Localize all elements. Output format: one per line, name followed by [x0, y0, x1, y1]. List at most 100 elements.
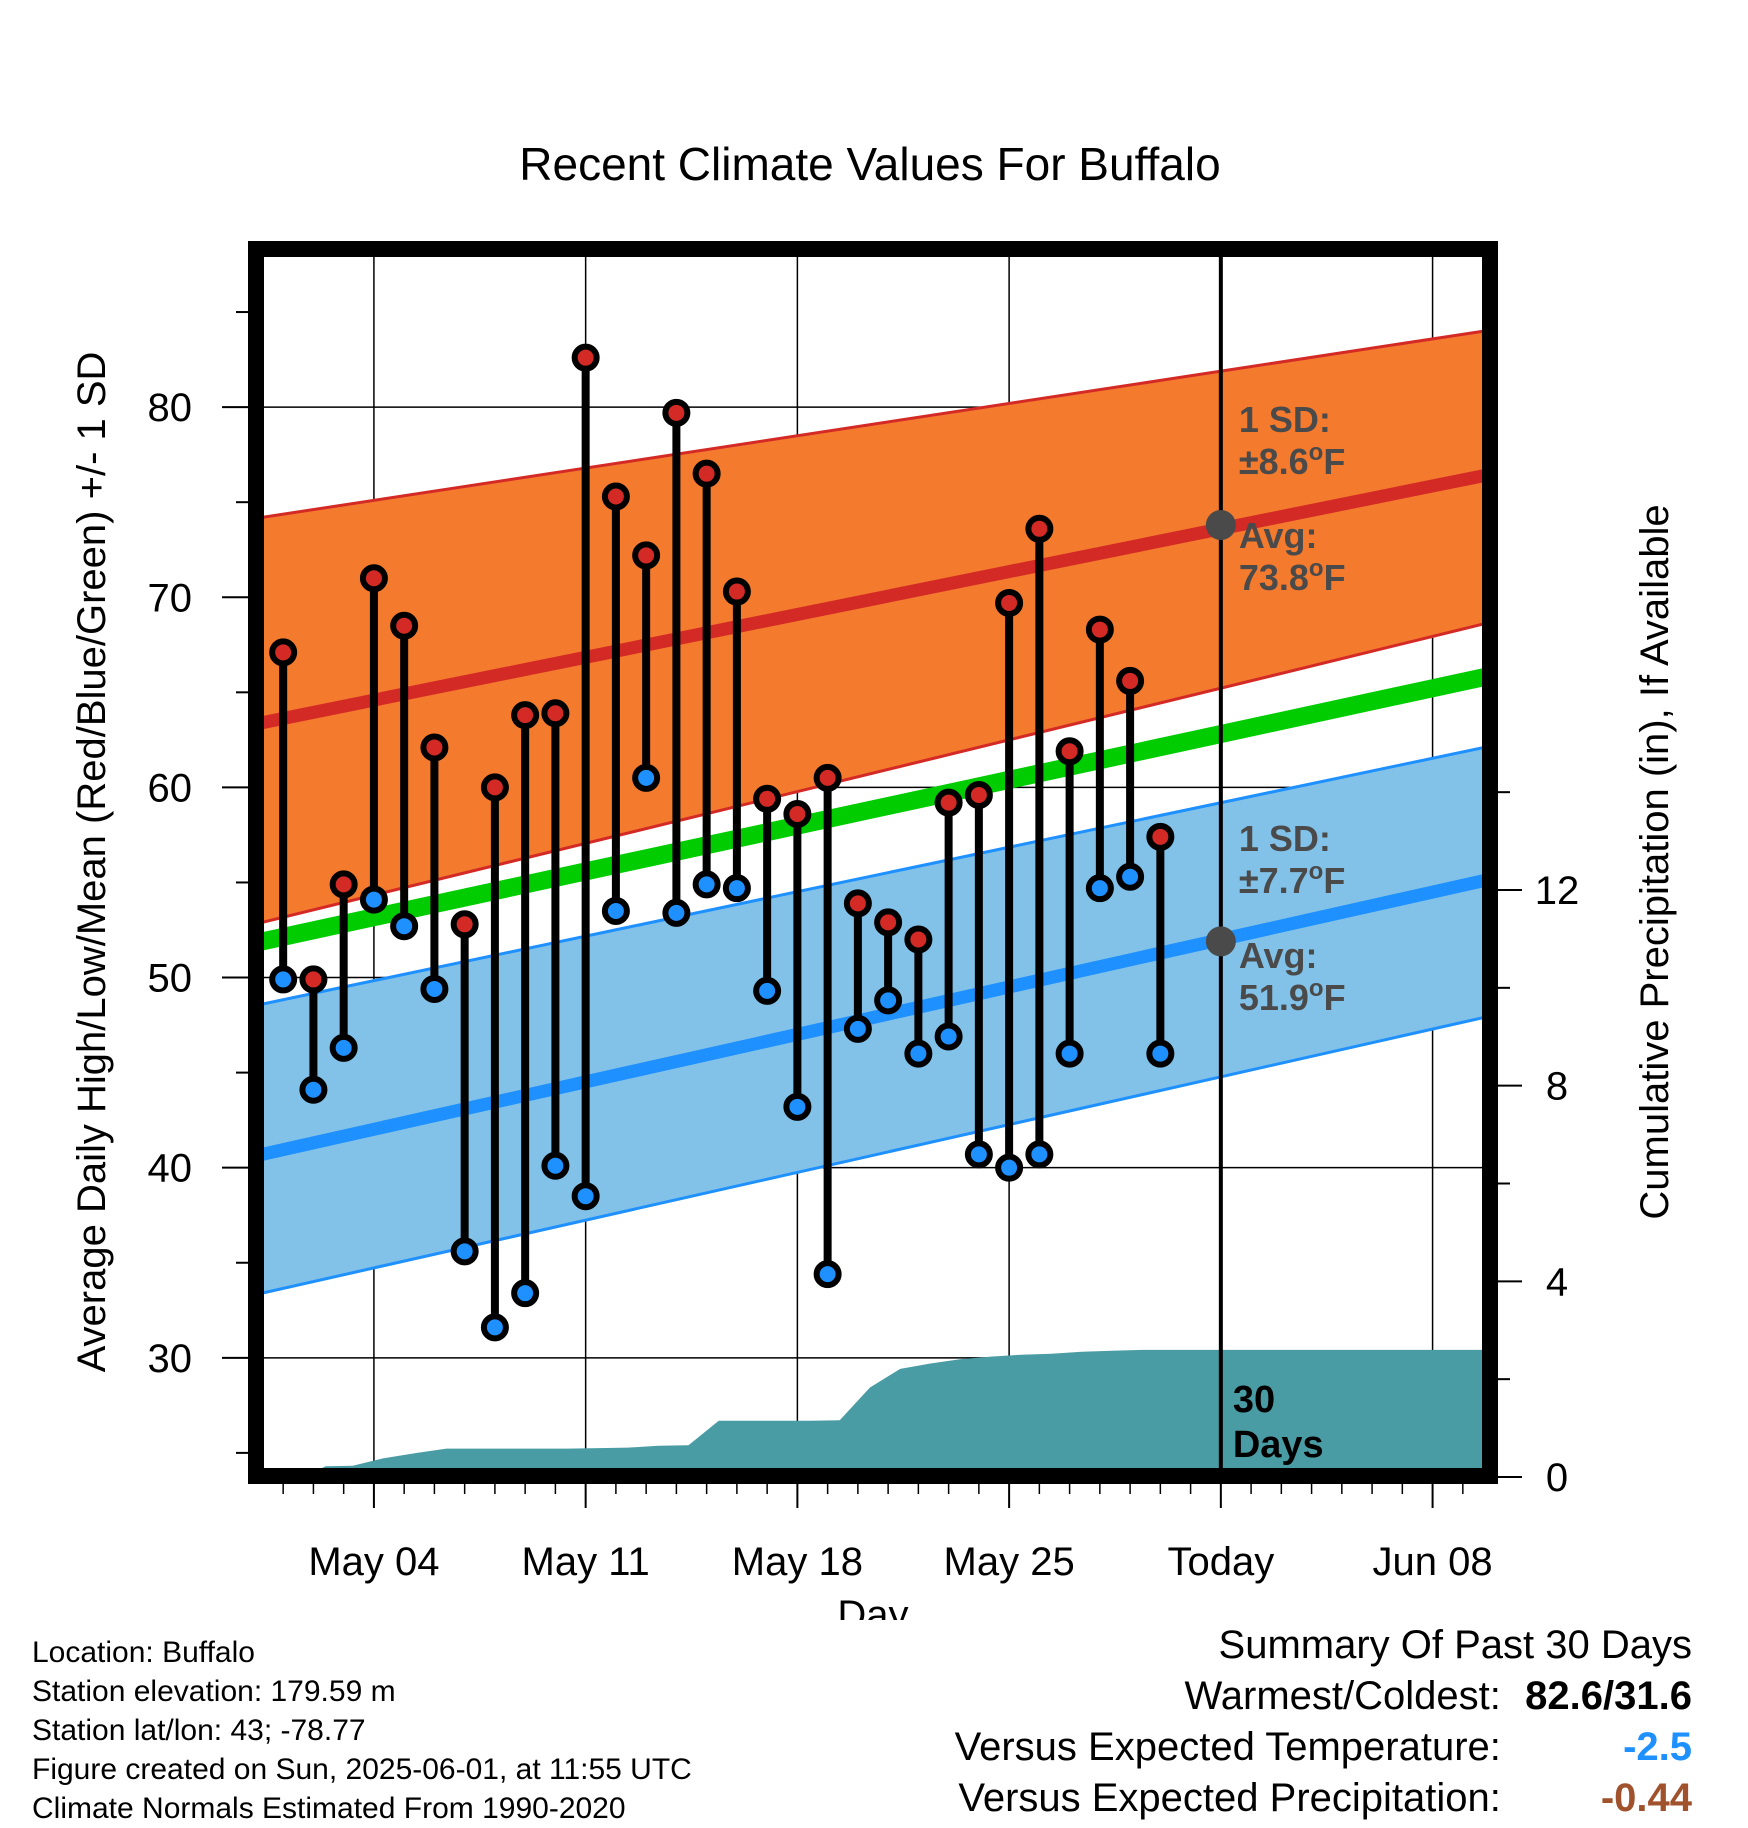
y2-tick-label-3: 12	[1535, 869, 1580, 913]
y-tick-label-5: 80	[148, 386, 193, 430]
normals-text: Climate Normals Estimated From 1990-2020	[32, 1792, 626, 1825]
high-avg-line	[262, 469, 1484, 730]
obs-low-point-19	[843, 1014, 872, 1043]
obs-low-point-1	[299, 1075, 328, 1104]
summary-temp-row: Versus Expected Temperature: -2.5	[955, 1722, 1692, 1773]
obs-low-point-22	[934, 1022, 963, 1051]
precip-fill	[318, 1349, 1484, 1470]
obs-low-point-2	[329, 1033, 358, 1062]
summary-precip-value: -0.44	[1600, 1776, 1692, 1820]
x-tick-label-4: Today	[1167, 1540, 1274, 1584]
high-avg-value: 73.8oF	[1239, 555, 1346, 598]
obs-low-point-0	[269, 965, 298, 994]
obs-low-point-18	[813, 1260, 842, 1289]
obs-high-point-12	[632, 541, 661, 570]
x-tick-label-3: May 25	[944, 1540, 1075, 1584]
obs-low-point-24	[995, 1153, 1024, 1182]
low-sd-value: ±7.7oF	[1239, 858, 1345, 901]
summary-warmest-label: Warmest/Coldest:	[1184, 1674, 1501, 1718]
obs-low-point-6	[450, 1237, 479, 1266]
obs-high-point-21	[904, 925, 933, 954]
x-axis-label: Day	[837, 1593, 908, 1620]
chart-title: Recent Climate Values For Buffalo	[519, 138, 1220, 190]
climate-chart: Recent Climate Values For Buffalo 1 SD:±…	[70, 138, 1677, 1620]
summary-warmest-value: 82.6/31.6	[1525, 1674, 1692, 1718]
summary-temp-label: Versus Expected Temperature:	[954, 1725, 1501, 1769]
obs-low-point-15	[722, 874, 751, 903]
high-sd-label: 1 SD:	[1239, 399, 1331, 440]
obs-high-point-27	[1085, 615, 1114, 644]
obs-high-point-4	[390, 611, 419, 640]
days-word-label: Days	[1233, 1424, 1324, 1466]
summary-precip-row: Versus Expected Precipitation: -0.44	[955, 1773, 1692, 1824]
y2-axis-label: Cumulative Precipitation (in), If Availa…	[1633, 504, 1677, 1219]
obs-high-point-15	[722, 577, 751, 606]
obs-high-point-5	[420, 733, 449, 762]
obs-low-point-8	[511, 1279, 540, 1308]
high-sd-lower-line	[262, 622, 1484, 924]
obs-high-point-28	[1116, 666, 1145, 695]
low-sd-label: 1 SD:	[1239, 818, 1331, 859]
obs-high-point-20	[874, 908, 903, 937]
obs-low-point-11	[601, 896, 630, 925]
obs-low-point-16	[753, 976, 782, 1005]
summary-precip-label: Versus Expected Precipitation:	[958, 1776, 1501, 1820]
y2-tick-label-1: 4	[1546, 1260, 1568, 1304]
obs-low-point-17	[783, 1092, 812, 1121]
obs-high-point-1	[299, 965, 328, 994]
high-avg-label: Avg:	[1239, 515, 1318, 556]
obs-low-point-28	[1116, 862, 1145, 891]
obs-low-point-27	[1085, 874, 1114, 903]
obs-high-point-6	[450, 910, 479, 939]
summary-title: Summary Of Past 30 Days	[1218, 1623, 1692, 1667]
obs-high-point-24	[995, 588, 1024, 617]
obs-high-point-3	[359, 564, 388, 593]
mean-avg-line	[262, 668, 1484, 951]
observations	[269, 343, 1175, 1342]
y-tick-label-4: 70	[148, 576, 193, 620]
location-text: Location: Buffalo	[32, 1636, 255, 1669]
obs-low-point-9	[541, 1151, 570, 1180]
obs-low-point-23	[964, 1140, 993, 1169]
high-today-marker	[1205, 510, 1236, 540]
obs-low-point-26	[1055, 1039, 1084, 1068]
y-tick-label-0: 30	[148, 1337, 193, 1381]
obs-high-point-22	[934, 788, 963, 817]
obs-low-point-29	[1146, 1039, 1175, 1068]
obs-high-point-17	[783, 800, 812, 829]
obs-low-point-10	[571, 1182, 600, 1211]
obs-high-point-10	[571, 343, 600, 372]
obs-high-point-18	[813, 763, 842, 792]
y-tick-label-2: 50	[148, 957, 193, 1001]
elevation-text: Station elevation: 179.59 m	[32, 1675, 396, 1708]
low-avg-value: 51.9oF	[1239, 975, 1346, 1018]
days-count-label: 30	[1233, 1379, 1275, 1421]
obs-high-point-7	[480, 773, 509, 802]
created-text: Figure created on Sun, 2025-06-01, at 11…	[32, 1753, 692, 1786]
y2-tick-label-0: 0	[1546, 1456, 1568, 1500]
y-tick-label-1: 40	[148, 1147, 193, 1191]
precipitation-area	[318, 1349, 1484, 1470]
obs-high-point-9	[541, 699, 570, 728]
high-sd-band	[262, 331, 1484, 923]
obs-low-point-25	[1025, 1140, 1054, 1169]
obs-high-point-13	[662, 398, 691, 427]
obs-high-point-0	[269, 638, 298, 667]
x-tick-label-1: May 11	[522, 1540, 650, 1584]
y-tick-label-3: 60	[148, 766, 193, 810]
latlon-text: Station lat/lon: 43; -78.77	[32, 1714, 366, 1747]
obs-low-point-7	[480, 1313, 509, 1342]
obs-high-point-26	[1055, 737, 1084, 766]
obs-high-point-19	[843, 889, 872, 918]
x-tick-label-0: May 04	[308, 1540, 439, 1584]
x-tick-label-2: May 18	[732, 1540, 863, 1584]
obs-low-point-14	[692, 870, 721, 899]
high-sd-value: ±8.6oF	[1239, 439, 1345, 482]
obs-high-point-2	[329, 870, 358, 899]
obs-low-point-3	[359, 885, 388, 914]
obs-high-point-25	[1025, 514, 1054, 543]
obs-low-point-4	[390, 912, 419, 941]
y2-tick-label-2: 8	[1546, 1065, 1568, 1109]
